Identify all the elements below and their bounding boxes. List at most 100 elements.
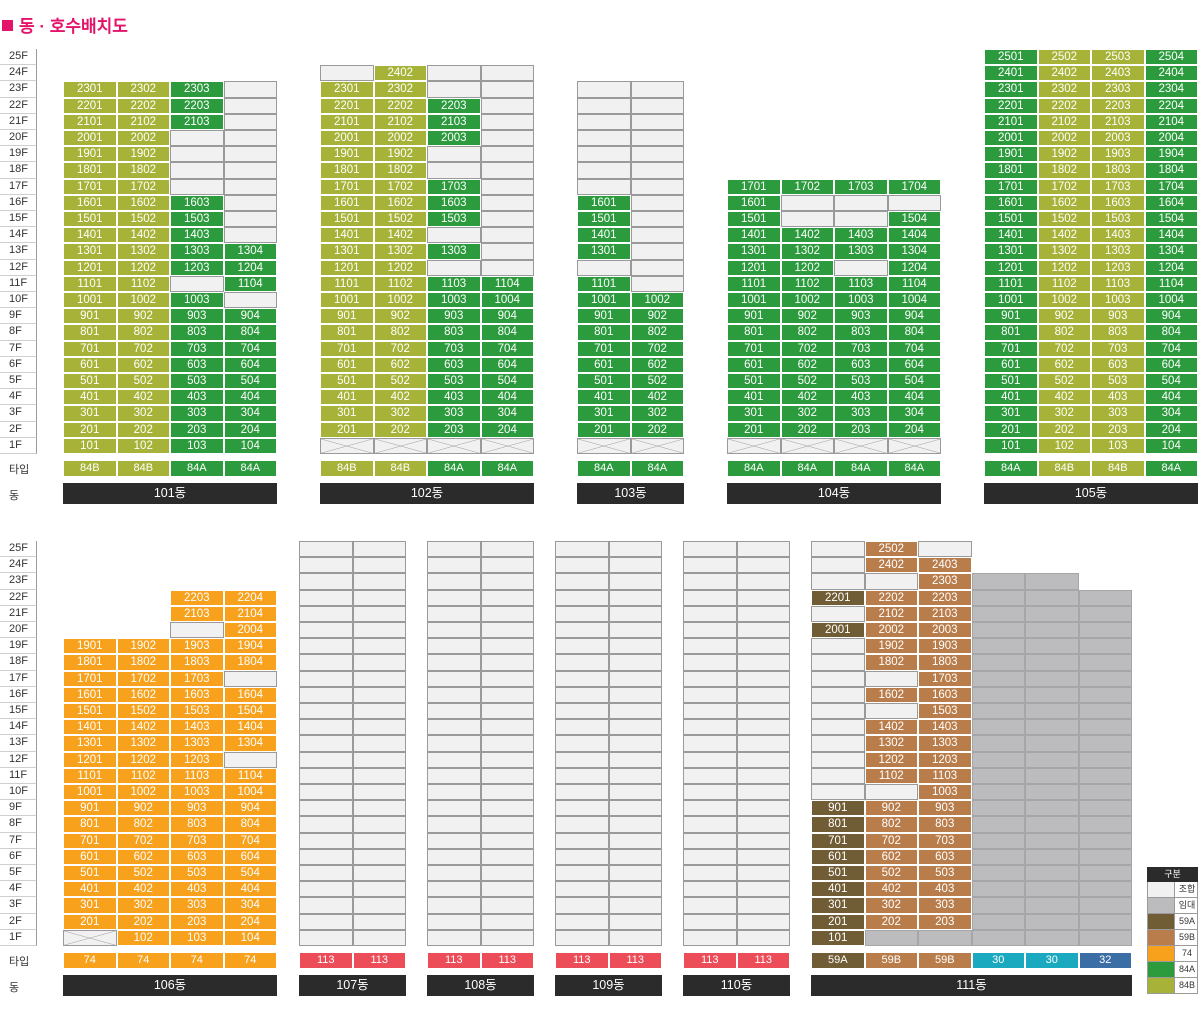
unit-cell: 2401	[984, 65, 1038, 82]
union-unit-cell	[223, 227, 277, 244]
union-unit-cell	[427, 897, 481, 914]
unit-cell: 1802	[864, 654, 918, 671]
unit-cell: 1804	[1144, 162, 1198, 179]
union-unit-cell	[427, 735, 481, 752]
unit-cell: 1201	[320, 259, 374, 276]
unit-type-cell: 74	[63, 952, 117, 969]
unit-cell: 1503	[427, 211, 481, 228]
union-unit-cell	[736, 589, 790, 606]
unit-cell: 504	[223, 373, 277, 390]
unit-cell: 1802	[373, 162, 427, 179]
unit-type-cell: 84A	[984, 460, 1038, 477]
floor-label: 16F	[0, 194, 37, 211]
unit-cell: 1001	[727, 292, 781, 309]
union-unit-cell	[480, 227, 534, 244]
union-unit-cell	[299, 897, 353, 914]
unit-cell: 901	[727, 308, 781, 325]
unit-cell: 504	[223, 865, 277, 882]
union-unit-cell	[480, 113, 534, 130]
unit-cell: 2003	[427, 130, 481, 147]
unit-cell: 1703	[170, 670, 224, 687]
unit-cell: 802	[630, 324, 684, 341]
unit-cell: 1602	[373, 194, 427, 211]
union-unit-cell	[299, 638, 353, 655]
floor-label: 3F	[0, 897, 37, 914]
floor-label: 19F	[0, 146, 37, 163]
unit-cell: 1502	[116, 703, 170, 720]
unit-cell: 2102	[1037, 113, 1091, 130]
union-unit-cell	[427, 622, 481, 639]
union-unit-cell	[608, 719, 662, 736]
page-title: 동 · 호수배치도	[2, 12, 128, 37]
floor-label: 14F	[0, 227, 37, 244]
union-unit-cell	[352, 848, 406, 865]
unit-cell: 1004	[1144, 292, 1198, 309]
unit-cell: 904	[223, 800, 277, 817]
unit-cell: 402	[864, 881, 918, 898]
unit-cell: 2003	[1091, 130, 1145, 147]
unit-cell: 2303	[918, 573, 972, 590]
legend-swatch	[1148, 978, 1175, 993]
unit-cell: 103	[170, 929, 224, 946]
unit-cell: 1004	[887, 292, 941, 309]
title-square-icon	[2, 20, 13, 31]
unit-cell: 302	[116, 897, 170, 914]
union-unit-cell	[555, 638, 609, 655]
page-title-text: 동 · 호수배치도	[19, 17, 128, 36]
union-unit-cell	[555, 541, 609, 558]
floor-label: 21F	[0, 605, 37, 622]
unit-cell: 1203	[170, 751, 224, 768]
unit-cell: 503	[918, 865, 972, 882]
unit-type-cell: 74	[223, 952, 277, 969]
union-unit-cell	[683, 541, 737, 558]
unit-cell: 1002	[116, 292, 170, 309]
union-unit-cell	[811, 784, 865, 801]
unit-type-cell: 113	[608, 952, 662, 969]
unit-cell: 1701	[63, 670, 117, 687]
legend-label: 조합	[1178, 884, 1196, 894]
unit-cell: 1602	[116, 194, 170, 211]
union-unit-cell	[887, 194, 941, 211]
unit-cell: 2403	[1091, 65, 1145, 82]
unit-cell: 403	[427, 389, 481, 406]
unit-cell: 2003	[918, 622, 972, 639]
unit-type-cell: 84A	[480, 460, 534, 477]
rental-unit-cell	[1025, 784, 1079, 801]
floor-label: 9F	[0, 800, 37, 817]
rental-unit-cell	[918, 929, 972, 946]
unit-cell: 801	[577, 324, 631, 341]
unit-cell: 2004	[1144, 130, 1198, 147]
union-unit-cell	[299, 881, 353, 898]
rental-unit-cell	[971, 719, 1025, 736]
floor-label: 15F	[0, 211, 37, 228]
unit-cell: 401	[984, 389, 1038, 406]
union-unit-cell	[480, 913, 534, 930]
union-unit-cell	[480, 670, 534, 687]
union-unit-cell	[427, 589, 481, 606]
floor-label: 11F	[0, 275, 37, 292]
floor-label: 12F	[0, 751, 37, 768]
unit-cell: 202	[116, 913, 170, 930]
unit-cell: 701	[320, 340, 374, 357]
union-unit-cell	[352, 832, 406, 849]
unit-type-cell: 84A	[780, 460, 834, 477]
unit-type-cell: 59B	[864, 952, 918, 969]
unit-type-cell: 30	[1025, 952, 1079, 969]
union-unit-cell	[223, 194, 277, 211]
unit-cell: 702	[864, 832, 918, 849]
union-unit-cell	[683, 800, 737, 817]
unit-cell: 402	[116, 881, 170, 898]
union-unit-cell	[480, 178, 534, 195]
union-unit-cell	[480, 897, 534, 914]
union-unit-cell	[811, 605, 865, 622]
legend-label: 84B	[1178, 980, 1195, 990]
rental-unit-cell	[1025, 767, 1079, 784]
floor-label: 13F	[0, 243, 37, 260]
unit-cell: 2204	[1144, 97, 1198, 114]
union-unit-cell	[577, 113, 631, 130]
union-unit-cell	[555, 751, 609, 768]
unit-cell: 203	[918, 913, 972, 930]
rental-unit-cell	[1025, 573, 1079, 590]
rental-unit-cell	[1078, 638, 1132, 655]
legend-swatch	[1148, 930, 1175, 945]
